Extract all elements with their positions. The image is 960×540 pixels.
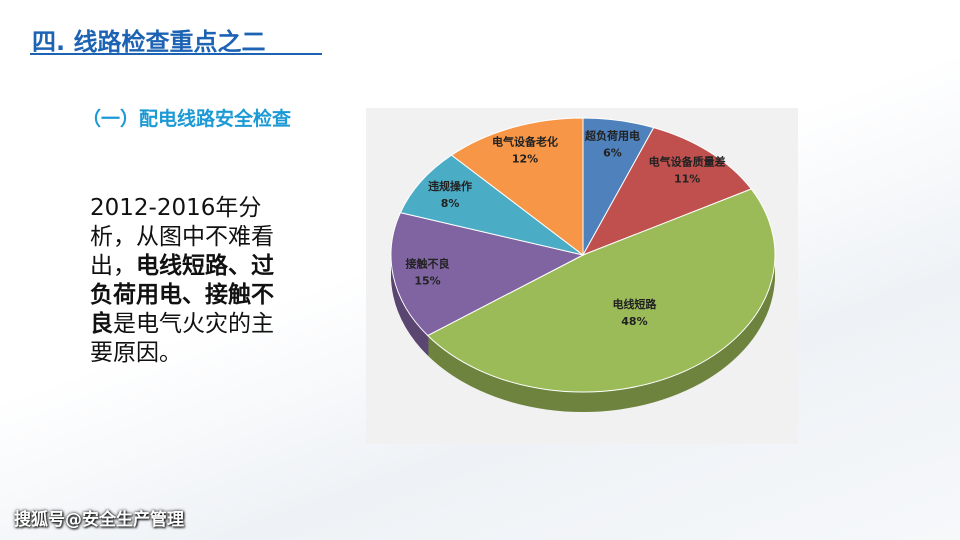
slide-title: 四. 线路检查重点之二: [32, 28, 266, 56]
title-underline: [30, 53, 322, 55]
slice: [450, 117, 584, 257]
slice-label: 电气设备质量差: [649, 155, 726, 169]
slice-label: 电气设备老化: [492, 135, 558, 149]
slice: [399, 154, 584, 256]
paragraph-bold: 电线短路、过负荷用电、接触不良: [90, 253, 274, 337]
slice: [390, 212, 585, 337]
value-label: 8%: [441, 197, 460, 210]
paragraph-tail: 是电气火灾的主要原因。: [90, 311, 274, 366]
paragraph-lead: 2012-2016年分析，从图中不难看出，: [90, 195, 274, 279]
paragraph: 2012-2016年分析，从图中不难看出，电线短路、过负荷用电、接触不良是电气火…: [90, 194, 290, 368]
value-label: 6%: [603, 147, 622, 160]
value-label: 48%: [621, 315, 647, 328]
subtitle: （一）配电线路安全检查: [82, 108, 292, 130]
value-label: 12%: [512, 153, 538, 166]
slice: [581, 127, 753, 256]
slice-label: 接触不良: [405, 257, 449, 271]
value-label: 11%: [674, 173, 700, 186]
slice-label: 电线短路: [612, 297, 657, 311]
value-label: 15%: [414, 275, 440, 288]
slice-label: 违规操作: [428, 179, 472, 193]
slice-label: 超负荷用电: [584, 129, 640, 143]
watermark: 搜狐号@安全生产管理: [14, 510, 184, 530]
slice: [426, 188, 776, 393]
